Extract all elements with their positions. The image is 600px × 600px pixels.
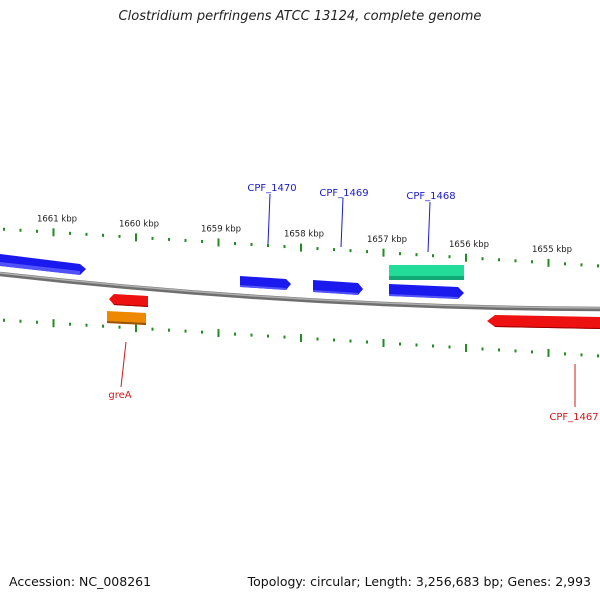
scale-label: 1655 kbp — [532, 245, 572, 255]
upper-tick-track — [3, 227, 599, 268]
scale-label-group: 1661 kbp 1660 kbp 1659 kbp 1658 kbp 1657 kbp… — [37, 215, 572, 256]
scale-label: 1660 kbp — [119, 220, 159, 230]
genome-summary-text: Topology: circular; Length: 3,256,683 bp… — [247, 574, 591, 589]
leader-cpf-1469 — [340, 197, 344, 248]
scale-label: 1656 kbp — [449, 240, 489, 250]
label-grea: greA — [108, 390, 131, 401]
scale-label: 1658 kbp — [284, 230, 324, 240]
leader-cpf-1468 — [427, 201, 431, 253]
lower-tick-track — [3, 318, 599, 358]
gene-grea-red[interactable] — [109, 294, 148, 307]
label-cpf-1469: CPF_1469 — [319, 188, 368, 199]
accession-text: Accession: NC_008261 — [9, 574, 152, 589]
scale-label: 1657 kbp — [367, 235, 407, 245]
scale-label: 1661 kbp — [37, 215, 77, 225]
leader-cpf-1470 — [267, 193, 271, 245]
leader-grea — [120, 341, 127, 388]
label-cpf-1468: CPF_1468 — [406, 191, 455, 202]
label-cpf-1470: CPF_1470 — [247, 183, 296, 194]
label-cpf-1467: CPF_1467 — [549, 412, 598, 423]
gene-forward-left[interactable] — [0, 254, 86, 275]
genome-backbone — [0, 271, 600, 312]
gene-teal-upper[interactable] — [389, 265, 464, 280]
scale-label: 1659 kbp — [201, 225, 241, 235]
gene-cpf-1468[interactable] — [389, 284, 464, 299]
genome-backbone-highlight — [0, 272, 600, 309]
gene-cpf-1469[interactable] — [313, 280, 363, 295]
map-title: Clostridium perfringens ATCC 13124, comp… — [118, 9, 482, 24]
gene-cpf-1467[interactable] — [487, 315, 600, 329]
gene-grea[interactable] — [107, 311, 146, 325]
gene-cpf-1470[interactable] — [240, 276, 291, 290]
